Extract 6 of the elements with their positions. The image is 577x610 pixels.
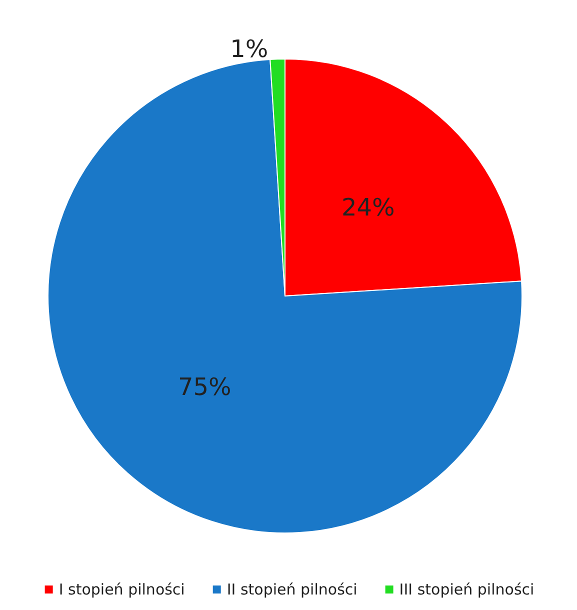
legend-label: II stopień pilności [226,580,358,598]
data-label: 75% [178,373,232,402]
legend-label: III stopień pilności [399,580,534,598]
data-label: 1% [230,35,268,64]
data-label: 24% [342,193,395,222]
legend-label: I stopień pilności [58,580,185,598]
